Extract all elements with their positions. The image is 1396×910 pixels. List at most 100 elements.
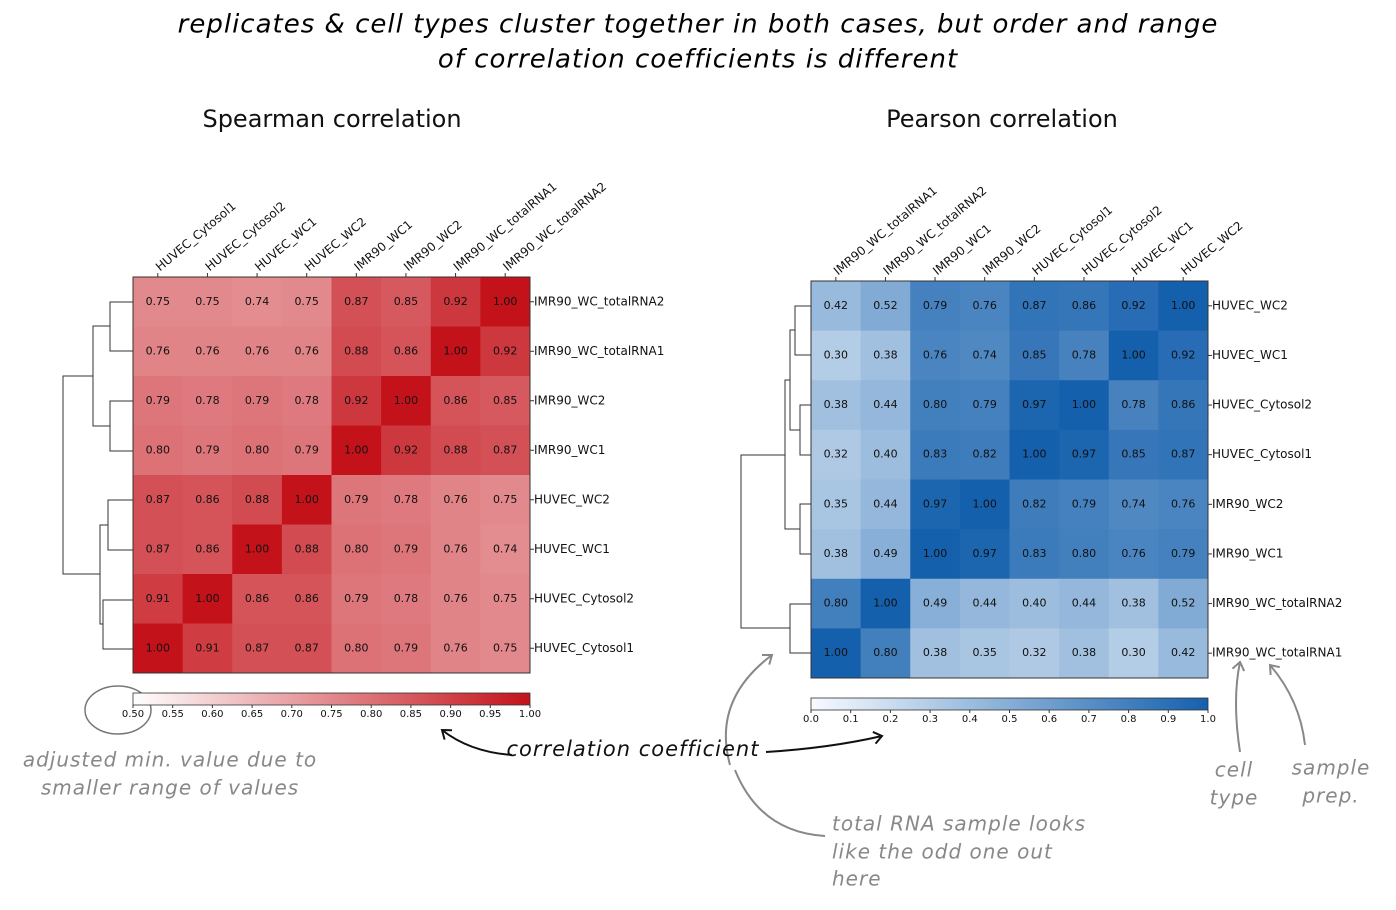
cell-label: 0.97 bbox=[923, 497, 948, 510]
cell-label: 0.76 bbox=[195, 344, 220, 357]
cell-label: 1.00 bbox=[1171, 299, 1196, 312]
heatmap-cell bbox=[480, 376, 531, 426]
cell-label: 0.87 bbox=[146, 542, 171, 555]
heatmap-cell bbox=[182, 475, 233, 525]
cell-label: 0.86 bbox=[245, 592, 270, 605]
cell-label: 0.78 bbox=[195, 394, 220, 407]
heatmap-cell bbox=[430, 376, 481, 426]
cell-label: 0.85 bbox=[1022, 348, 1047, 361]
heatmap-cell bbox=[860, 380, 911, 431]
cell-label: 0.92 bbox=[493, 344, 518, 357]
heatmap-cell bbox=[182, 326, 233, 377]
cell-label: 1.00 bbox=[1022, 448, 1047, 461]
cell-label: 0.79 bbox=[394, 641, 419, 654]
heatmap-cell bbox=[1158, 479, 1209, 530]
cell-label: 0.79 bbox=[394, 542, 419, 555]
heatmap-cell bbox=[811, 429, 862, 480]
heatmap-cell bbox=[381, 524, 432, 575]
heatmap-cell bbox=[860, 330, 911, 381]
highlight-circle bbox=[84, 685, 152, 735]
heatmap-cell bbox=[1009, 429, 1060, 480]
heatmap-cell bbox=[331, 326, 382, 377]
column-label: HUVEC_Cytosol1 bbox=[1029, 203, 1115, 278]
arrow bbox=[724, 653, 774, 766]
cell-label: 0.97 bbox=[1022, 398, 1047, 411]
heatmap-cell bbox=[133, 574, 184, 624]
heatmap-cell bbox=[182, 623, 233, 674]
row-label: IMR90_WC_totalRNA1 bbox=[1212, 646, 1342, 660]
annotation: type bbox=[1210, 786, 1259, 810]
heatmap-cell bbox=[430, 277, 481, 327]
heatmap-cell bbox=[1009, 330, 1060, 381]
colorbar-tick-label: 0.75 bbox=[320, 709, 342, 720]
cell-label: 0.92 bbox=[394, 443, 419, 456]
heatmap-cell bbox=[959, 281, 1010, 332]
heatmap-cell bbox=[232, 376, 283, 426]
cell-label: 0.35 bbox=[972, 646, 997, 659]
cell-label: 0.91 bbox=[195, 641, 220, 654]
row-label: HUVEC_WC1 bbox=[534, 542, 610, 556]
figure-title: replicates & cell types cluster together… bbox=[178, 10, 1219, 40]
heatmap-cell bbox=[281, 623, 332, 674]
heatmap-cell bbox=[1059, 281, 1110, 332]
annotation: cell bbox=[1215, 758, 1253, 782]
heatmap-cell bbox=[232, 623, 283, 674]
cell-label: 1.00 bbox=[443, 344, 468, 357]
cell-label: 0.88 bbox=[245, 493, 270, 506]
colorbar-tick-label: 0.2 bbox=[882, 714, 898, 725]
dendrogram bbox=[62, 301, 133, 650]
row-label: IMR90_WC2 bbox=[1212, 497, 1283, 511]
heatmap-cell bbox=[480, 475, 531, 525]
cell-label: 0.38 bbox=[923, 646, 948, 659]
cell-label: 1.00 bbox=[972, 497, 997, 510]
heatmap-cell bbox=[430, 326, 481, 377]
cell-label: 0.79 bbox=[146, 394, 171, 407]
cell-label: 0.74 bbox=[493, 542, 518, 555]
cell-label: 0.83 bbox=[923, 448, 948, 461]
cell-label: 1.00 bbox=[1121, 348, 1146, 361]
cell-label: 0.76 bbox=[443, 493, 468, 506]
row-label: HUVEC_WC2 bbox=[1212, 298, 1288, 312]
heatmap-cell bbox=[281, 326, 332, 377]
cell-label: 0.80 bbox=[146, 443, 171, 456]
heatmap-cell bbox=[811, 281, 862, 332]
arrow bbox=[440, 728, 513, 756]
heatmap-cell bbox=[281, 277, 332, 327]
cell-label: 0.75 bbox=[294, 295, 319, 308]
cell-label: 0.76 bbox=[443, 641, 468, 654]
arrow bbox=[765, 731, 884, 753]
heatmap-cell bbox=[480, 425, 531, 476]
heatmap-cell bbox=[1108, 479, 1159, 530]
cell-label: 0.30 bbox=[824, 348, 849, 361]
row-label: HUVEC_Cytosol1 bbox=[1212, 447, 1312, 461]
cell-label: 0.79 bbox=[1072, 497, 1097, 510]
cell-label: 0.76 bbox=[1171, 497, 1196, 510]
row-label: IMR90_WC1 bbox=[534, 443, 605, 457]
heatmap-cell bbox=[331, 475, 382, 525]
cell-label: 0.92 bbox=[1121, 299, 1146, 312]
cell-label: 0.88 bbox=[344, 344, 369, 357]
heatmap-cell bbox=[959, 380, 1010, 431]
heatmap-cell bbox=[133, 326, 184, 377]
column-label: HUVEC_Cytosol1 bbox=[153, 199, 239, 274]
cell-label: 0.40 bbox=[1022, 597, 1047, 610]
heatmap-cell bbox=[430, 475, 481, 525]
row-label: IMR90_WC1 bbox=[1212, 546, 1283, 560]
heatmap-cell bbox=[860, 529, 911, 580]
colorbar-tick-label: 0.70 bbox=[281, 709, 303, 720]
heatmap-cell bbox=[1009, 281, 1060, 332]
heatmap-cell bbox=[381, 425, 432, 476]
heatmap-cell bbox=[381, 376, 432, 426]
heatmap-cell bbox=[182, 277, 233, 327]
heatmap-cell bbox=[480, 524, 531, 575]
heatmap-cell bbox=[1009, 529, 1060, 580]
annotation: sample bbox=[1292, 756, 1371, 780]
cell-label: 0.75 bbox=[493, 493, 518, 506]
heatmap-cell bbox=[480, 574, 531, 624]
arrow bbox=[1268, 663, 1306, 746]
colorbar-tick-label: 0.6 bbox=[1041, 714, 1057, 725]
heatmap-cell bbox=[910, 330, 961, 381]
cell-label: 0.87 bbox=[493, 443, 518, 456]
cell-label: 0.86 bbox=[394, 344, 419, 357]
heatmap-cell bbox=[1009, 479, 1060, 530]
